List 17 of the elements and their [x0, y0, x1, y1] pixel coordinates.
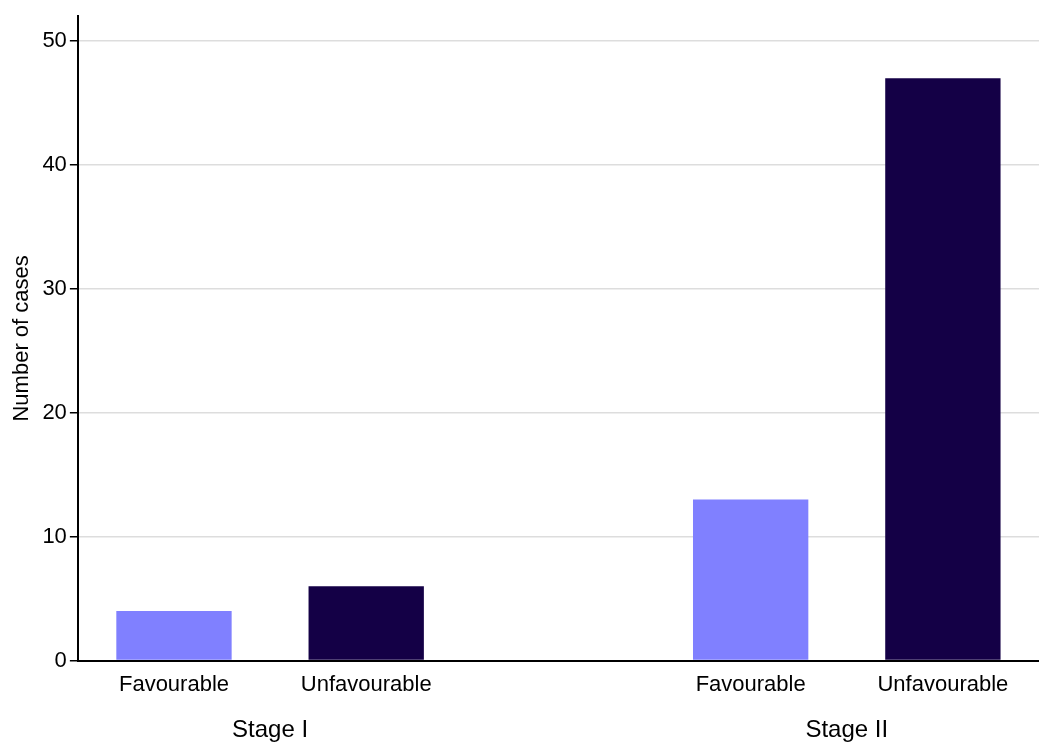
text: Stage II	[805, 714, 889, 742]
y-tick-label: 20	[42, 398, 67, 424]
y-tick-label: 10	[42, 522, 67, 548]
y-tick-label: 0	[54, 646, 67, 672]
x-tick-label: Favourable	[118, 670, 230, 696]
bar	[885, 78, 1001, 660]
bar	[308, 586, 424, 660]
y-tick-label: 30	[42, 274, 67, 300]
bar	[692, 499, 809, 660]
bar	[116, 611, 232, 660]
y-tick-label: 40	[42, 150, 67, 176]
y-tick-label: 50	[42, 27, 67, 53]
text: Stage I	[232, 714, 309, 742]
x-tick-label: Unfavourable	[300, 670, 432, 696]
x-tick-label: Unfavourable	[877, 670, 1009, 696]
y-axis-title: Number of cases	[8, 255, 34, 422]
x-tick-label: Favourable	[695, 670, 806, 696]
